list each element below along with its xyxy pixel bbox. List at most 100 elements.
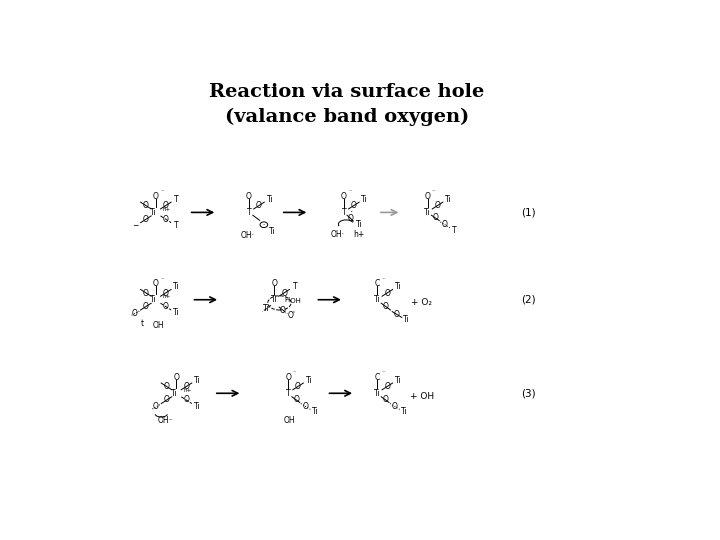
Text: O: O (392, 402, 397, 411)
Text: ⁻: ⁻ (348, 191, 351, 195)
Text: O: O (384, 382, 390, 391)
Text: C: C (374, 373, 380, 382)
Text: Ti: Ti (445, 195, 451, 204)
Text: O: O (382, 395, 388, 404)
Text: O: O (384, 288, 390, 298)
Text: −: − (132, 221, 138, 230)
Text: O: O (383, 302, 389, 311)
Text: Ti: Ti (424, 208, 431, 217)
Text: Ti: Ti (395, 282, 402, 291)
Text: Ti: Ti (403, 315, 410, 324)
Text: h+: h+ (163, 207, 171, 212)
Text: O: O (163, 395, 169, 404)
Text: O: O (433, 213, 438, 222)
Text: Reaction via surface hole: Reaction via surface hole (209, 83, 485, 101)
Text: Ti: Ti (312, 407, 318, 416)
Text: OH·: OH· (331, 231, 345, 239)
Text: O: O (282, 288, 287, 298)
Text: T: T (174, 195, 179, 204)
Text: Ti: Ti (174, 282, 180, 291)
Text: (2): (2) (521, 295, 536, 305)
Text: Ti: Ti (374, 295, 381, 304)
Text: O: O (295, 382, 301, 391)
Text: O: O (341, 192, 347, 201)
Text: O: O (442, 220, 448, 230)
Text: C: C (374, 279, 380, 288)
Text: Ti: Ti (401, 407, 408, 416)
Text: t: t (141, 319, 144, 328)
Text: h+: h+ (354, 231, 365, 239)
Text: Ti: Ti (194, 376, 201, 385)
Text: O: O (143, 302, 149, 311)
Text: Ti: Ti (171, 389, 178, 398)
Text: O: O (347, 214, 354, 223)
Text: T: T (341, 208, 346, 217)
Text: O: O (184, 382, 189, 391)
Text: ⁻: ⁻ (292, 372, 296, 376)
Text: O': O' (287, 312, 295, 320)
Text: O: O (271, 279, 277, 288)
Text: (1): (1) (521, 207, 536, 218)
Text: T: T (286, 389, 290, 398)
Text: Ti: Ti (395, 376, 402, 385)
Text: O: O (153, 279, 159, 288)
Text: Ti: Ti (263, 304, 269, 313)
Text: Ti: Ti (194, 402, 201, 411)
Text: OH: OH (284, 416, 296, 425)
Text: O: O (351, 201, 357, 210)
Text: ⁻: ⁻ (160, 191, 163, 195)
Text: Ti: Ti (150, 295, 157, 304)
Text: h+: h+ (184, 388, 192, 393)
Text: ⁻: ⁻ (382, 278, 385, 283)
Text: O: O (280, 306, 286, 315)
Text: T: T (292, 282, 297, 291)
Text: T: T (247, 208, 251, 217)
Text: O: O (143, 288, 149, 298)
Text: Ti: Ti (356, 220, 362, 229)
Text: O: O (143, 214, 149, 224)
Text: O: O (246, 192, 252, 201)
Text: O: O (302, 402, 308, 411)
Text: O: O (394, 310, 400, 319)
Text: O: O (131, 309, 137, 318)
Text: O: O (163, 302, 168, 311)
Text: O: O (153, 192, 159, 201)
Text: O: O (163, 382, 169, 391)
Text: ··: ·· (262, 222, 266, 227)
Text: Ti: Ti (266, 195, 273, 204)
Text: Ti: Ti (150, 208, 157, 217)
Text: O: O (174, 373, 179, 382)
Text: ⁻: ⁻ (160, 278, 163, 283)
Text: OH: OH (152, 321, 163, 330)
Text: OH·: OH· (241, 231, 255, 240)
Text: (valance band oxygen): (valance band oxygen) (225, 107, 469, 126)
Text: O: O (184, 395, 189, 404)
Text: OH⁻: OH⁻ (158, 416, 174, 425)
Text: H: H (284, 296, 290, 303)
Text: O: O (163, 214, 168, 224)
Text: O: O (163, 288, 168, 298)
Text: ·: · (350, 207, 354, 217)
Text: O: O (256, 201, 262, 210)
Text: ⁻: ⁻ (382, 372, 385, 376)
Text: Ti: Ti (271, 295, 277, 304)
Text: O: O (435, 201, 441, 210)
Text: Ti: Ti (174, 308, 180, 317)
Text: O: O (153, 402, 158, 411)
Text: O: O (425, 192, 431, 201)
Text: + O₂: + O₂ (411, 299, 433, 307)
Text: O: O (293, 395, 299, 404)
Text: T: T (452, 226, 457, 234)
Text: Ti: Ti (305, 376, 312, 385)
Text: Ti: Ti (361, 195, 368, 204)
Text: O: O (143, 201, 149, 210)
Text: ·OH: ·OH (289, 298, 302, 305)
Text: T: T (174, 221, 179, 230)
Text: ⁻: ⁻ (432, 191, 435, 195)
Text: O: O (163, 201, 168, 210)
Text: Ti: Ti (269, 227, 276, 235)
Text: h+: h+ (163, 294, 171, 299)
Text: O: O (285, 373, 291, 382)
Text: Ti: Ti (374, 389, 381, 398)
Text: + OH: + OH (410, 392, 434, 401)
